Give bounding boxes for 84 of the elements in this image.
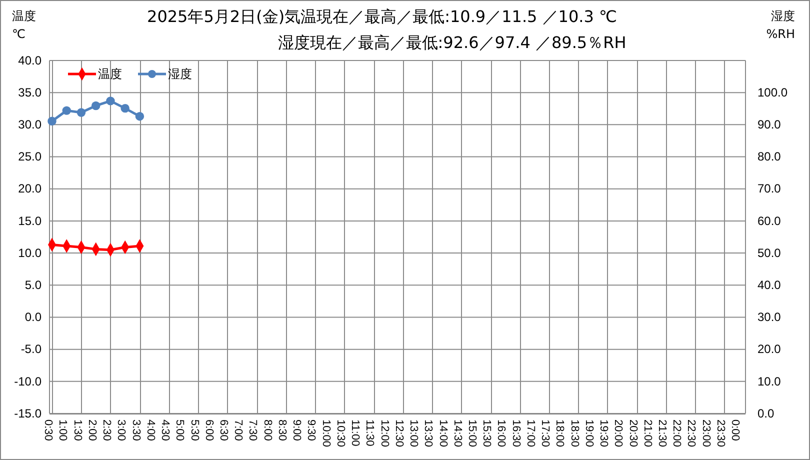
x-tick-label: 15:30 (480, 420, 493, 448)
x-tick-label: 15:00 (466, 420, 478, 448)
y-tick-label: -5.0 (20, 342, 42, 356)
x-tick-label: 4:00 (144, 420, 156, 441)
y2-tick-label: 40.0 (758, 278, 782, 292)
x-tick-label: 0:00 (729, 420, 742, 441)
x-tick-label: 2:00 (86, 420, 98, 441)
y-tick-label: -10.0 (14, 374, 42, 388)
y2-tick-label: 10.0 (758, 374, 782, 388)
y-tick-label: -15.0 (14, 406, 42, 420)
x-tick-label: 2:30 (100, 420, 113, 441)
point (120, 104, 130, 113)
x-tick-label: 18:00 (554, 420, 566, 448)
legend-label: 湿度 (168, 67, 192, 81)
x-tick-label: 5:00 (174, 420, 186, 441)
x-tick-label: 21:30 (656, 420, 668, 448)
x-tick-label: 3:30 (130, 420, 142, 441)
point (62, 106, 71, 115)
x-tick-label: 5:30 (188, 420, 200, 441)
x-tick-label: 0:30 (42, 420, 54, 441)
x-tick-label: 12:30 (392, 420, 405, 448)
x-tick-label: 7:30 (246, 420, 259, 441)
x-tick-label: 21:00 (641, 420, 654, 448)
y-tick-label: 35.0 (18, 85, 42, 100)
x-tick-label: 19:30 (598, 420, 610, 448)
y-tick-label: 30.0 (18, 118, 42, 132)
y2-tick-label: 100.0 (758, 85, 788, 100)
x-tick-label: 13:30 (422, 420, 434, 448)
y2-tick-label: 80.0 (758, 150, 782, 164)
chart-subtitle: 湿度現在／最高／最低:92.6／97.4 ／89.5％RH (278, 33, 626, 52)
x-tick-label: 4:30 (159, 420, 172, 441)
y-tick-label: 25.0 (18, 150, 42, 164)
x-tick-label: 14:30 (451, 420, 464, 448)
y2-tick-label: 60.0 (758, 214, 782, 228)
y2-tick-label: 70.0 (758, 182, 782, 196)
x-tick-label: 10:30 (334, 420, 346, 448)
x-tick-label: 8:00 (261, 420, 274, 441)
x-tick-label: 22:00 (670, 420, 683, 448)
x-tick-label: 9:00 (290, 420, 303, 441)
y-tick-label: 40.0 (18, 53, 42, 68)
x-tick-label: 18:30 (568, 420, 580, 448)
y2-tick-label: 90.0 (758, 118, 782, 132)
y-tick-label: 15.0 (18, 214, 42, 228)
y-tick-label: 0.0 (24, 310, 42, 324)
x-tick-label: 9:30 (305, 420, 318, 441)
x-tick-label: 20:00 (612, 420, 624, 448)
x-tick-label: 3:00 (115, 420, 128, 441)
x-tick-label: 20:30 (626, 420, 639, 448)
x-tick-label: 16:30 (510, 420, 522, 448)
x-tick-label: 11:30 (364, 420, 376, 446)
x-tick-label: 11:00 (349, 420, 362, 446)
x-tick-label: 22:30 (685, 420, 698, 448)
x-tick-label: 1:30 (71, 420, 84, 441)
x-tick-label: 16:00 (495, 420, 508, 448)
x-tick-label: 19:00 (582, 420, 595, 448)
point (76, 108, 86, 117)
y2-axis-title: 湿度 %RH (766, 9, 795, 41)
x-tick-label: 8:30 (276, 420, 288, 441)
x-tick-label: 10:00 (320, 420, 332, 448)
x-tick-label: 6:30 (218, 420, 230, 441)
y-tick-label: 20.0 (18, 182, 42, 196)
y-axis-title: 温度 ℃ (12, 9, 36, 41)
y2-tick-label: 20.0 (758, 342, 782, 356)
point (48, 116, 56, 126)
x-tick-label: 13:00 (408, 420, 420, 448)
x-tick-label: 23:00 (700, 420, 712, 448)
point (106, 96, 115, 106)
y-tick-label: 10.0 (18, 246, 42, 260)
x-tick-label: 17:00 (524, 420, 536, 448)
point (135, 112, 144, 121)
x-tick-label: 6:00 (202, 420, 215, 441)
point (91, 101, 100, 110)
x-tick-label: 17:30 (539, 420, 552, 448)
x-tick-label: 12:00 (378, 420, 390, 448)
chart-title: 2025年5月2日(金)気温現在／最高／最低:10.9／11.5 ／10.3 ℃ (147, 7, 617, 26)
x-tick-label: 14:00 (436, 420, 449, 448)
y2-tick-label: 50.0 (758, 246, 782, 260)
y2-tick-label: 0.0 (758, 406, 775, 420)
y2-tick-label: 30.0 (758, 310, 782, 324)
x-tick-label: 7:00 (232, 420, 244, 441)
legend-label: 温度 (98, 67, 122, 81)
x-tick-label: 1:00 (56, 420, 69, 441)
y-tick-label: 5.0 (24, 278, 42, 292)
x-tick-label: 23:30 (714, 420, 726, 448)
